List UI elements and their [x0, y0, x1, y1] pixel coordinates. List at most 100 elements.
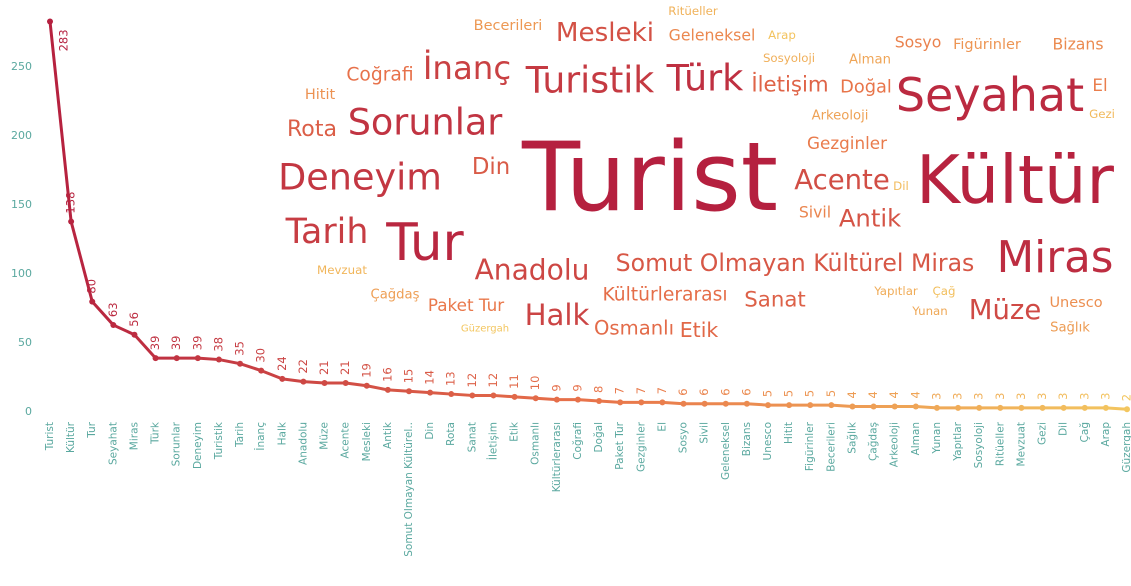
x-tick-label: Çağ: [1079, 422, 1091, 442]
x-tick-label: Sorunlar: [171, 421, 183, 466]
cloud-word: Turist: [521, 123, 778, 233]
cloud-word: Acente: [794, 164, 890, 196]
point: [596, 397, 603, 404]
x-tick-label: Gezginler: [635, 421, 647, 472]
line-segment: [745, 402, 770, 407]
cloud-word: Becerileri: [474, 18, 543, 34]
x-tick-label: Etik: [509, 421, 521, 442]
data-label: 4: [908, 391, 922, 398]
data-label: 56: [127, 312, 141, 327]
point: [47, 18, 53, 25]
x-tick-label: Ritüeller: [994, 421, 1006, 466]
point: [342, 380, 349, 387]
line-segment: [132, 333, 158, 360]
data-label: 21: [317, 360, 331, 375]
point: [258, 367, 265, 374]
point: [173, 355, 180, 362]
x-tick-label: Sivil: [699, 422, 711, 444]
cloud-word: Kültür: [916, 141, 1114, 219]
cloud-word: Sivil: [799, 203, 831, 222]
x-tick-label: Müze: [319, 422, 331, 450]
x-tick-label: Sağlık: [846, 421, 858, 454]
point: [743, 400, 750, 407]
point: [237, 360, 244, 367]
data-label: 4: [866, 391, 880, 398]
x-tick-label: Becerileri: [825, 422, 837, 472]
data-label: 21: [338, 360, 352, 375]
point: [1060, 404, 1067, 411]
x-tick-label: Geleneksel: [720, 422, 732, 480]
point: [448, 391, 455, 398]
data-label: 3: [1056, 393, 1070, 400]
x-tick-label: Sanat: [466, 422, 478, 452]
x-tick-label: Miras: [128, 422, 140, 450]
x-tick-label: Anadolu: [297, 422, 309, 465]
line-segment: [660, 400, 686, 406]
x-tick-label: El: [656, 422, 668, 432]
line-segment: [48, 19, 73, 224]
point: [511, 393, 518, 400]
cloud-word: Sağlık: [1050, 321, 1090, 336]
point: [849, 403, 856, 410]
data-label: 5: [824, 390, 838, 397]
x-tick-label: Turist: [44, 422, 56, 451]
data-label: 138: [64, 192, 78, 214]
cloud-word: Geleneksel: [669, 26, 756, 45]
cloud-word: Bizans: [1052, 35, 1103, 54]
point: [891, 403, 898, 410]
data-label: 8: [592, 386, 606, 393]
data-label: 2: [1120, 394, 1131, 401]
cloud-word: Müze: [969, 294, 1042, 326]
point: [617, 399, 624, 406]
data-label: 283: [57, 29, 71, 51]
point: [300, 378, 307, 385]
y-tick-label: 250: [11, 60, 32, 73]
point: [912, 403, 919, 410]
cloud-word: Çağdaş: [371, 288, 420, 303]
line-segment: [259, 369, 284, 381]
x-tick-label: Somut Olmayan Kültürel..: [403, 422, 415, 557]
x-tick-label: Figürinler: [804, 421, 816, 471]
line-segment: [69, 220, 94, 304]
data-label: 6: [697, 388, 711, 395]
x-tick-label: Acente: [340, 422, 352, 458]
line-segment: [597, 399, 622, 404]
y-tick-label: 100: [11, 267, 32, 280]
point: [321, 380, 328, 387]
cloud-word: İnanç: [423, 49, 511, 87]
data-label: 12: [465, 373, 479, 388]
cloud-word: Osmanlı: [594, 317, 674, 340]
data-label: 3: [951, 393, 965, 400]
point: [553, 396, 560, 403]
data-label: 19: [359, 363, 373, 378]
data-label: 4: [845, 391, 859, 398]
point: [1081, 404, 1088, 411]
cloud-word: Türk: [666, 57, 745, 100]
x-tick-label: Unesco: [762, 422, 774, 460]
cloud-word: Kültürlerarası: [602, 285, 727, 306]
data-label: 10: [528, 376, 542, 391]
line-segment: [513, 395, 538, 400]
line-segment: [386, 388, 411, 393]
point: [933, 404, 940, 411]
cloud-word: Yapıtlar: [873, 284, 918, 298]
point: [194, 355, 201, 362]
data-label: 14: [423, 370, 437, 385]
point: [89, 298, 96, 305]
data-label: 7: [634, 387, 648, 394]
cloud-word: Doğal: [840, 77, 892, 98]
point: [427, 389, 434, 396]
point: [786, 402, 793, 409]
cloud-word: Unesco: [1049, 295, 1102, 311]
cloud-word: Rota: [287, 116, 337, 142]
point: [828, 402, 835, 409]
y-tick-label: 200: [11, 129, 32, 142]
point: [659, 399, 666, 406]
point: [1039, 404, 1046, 411]
x-tick-label: Hitit: [783, 422, 795, 444]
cloud-word: Güzergah: [461, 324, 509, 335]
cloud-word: Seyahat: [896, 68, 1084, 122]
x-tick-label: Arap: [1100, 422, 1112, 447]
point: [363, 382, 370, 389]
data-label: 13: [444, 371, 458, 386]
